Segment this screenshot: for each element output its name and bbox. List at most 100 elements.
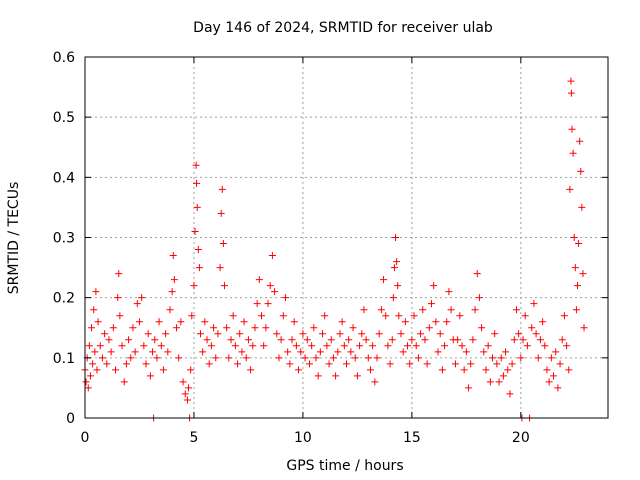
data-point [552,348,560,356]
data-point [120,378,128,386]
data-point [539,318,547,326]
data-point [297,348,305,356]
data-point [558,336,566,344]
data-point [125,336,133,344]
data-point [579,270,587,278]
x-axis: 0 5 10 15 20 [81,57,530,446]
data-point [369,342,377,350]
data-point [484,342,492,350]
data-point [568,125,576,133]
data-point [96,342,104,350]
data-point [480,348,488,356]
data-point [425,324,433,332]
data-point [238,348,246,356]
data-point [563,342,571,350]
data-point [536,336,544,344]
data-point [194,246,202,254]
data-point [412,342,420,350]
data-point [142,360,150,368]
data-point [373,354,381,362]
y-tick-label: 0.4 [53,170,75,186]
data-point [107,348,115,356]
data-point [541,342,549,350]
data-point [404,342,412,350]
data-point [242,354,250,362]
data-point [560,312,568,320]
data-point [157,342,165,350]
data-point [286,360,294,368]
data-point [534,354,542,362]
data-point [375,330,383,338]
data-point [395,312,403,320]
data-point [88,324,96,332]
data-point [417,330,425,338]
data-point [345,336,353,344]
data-point [386,360,394,368]
data-point [168,288,176,296]
data-point [510,336,518,344]
data-point [473,270,481,278]
data-point [247,366,255,374]
data-point [570,234,578,241]
data-point [347,348,355,356]
data-point [86,372,94,380]
data-point [93,366,101,374]
data-point [188,312,196,320]
data-point [447,306,455,314]
data-point [454,336,462,344]
data-point [196,330,204,338]
data-point [305,360,313,368]
data-point [456,312,464,320]
data-point [312,354,320,362]
data-point [532,330,540,338]
data-point [390,264,398,272]
data-point [462,348,470,356]
data-point [127,354,135,362]
data-point [214,330,222,338]
data-point [288,336,296,344]
data-point [299,330,307,338]
data-point [135,318,143,326]
data-point [169,252,177,260]
data-point [225,354,233,362]
data-point [512,306,520,314]
y-tick-label: 0.1 [53,351,75,367]
data-point [229,312,237,320]
data-point [234,360,242,368]
data-point [364,354,372,362]
data-point [153,354,161,362]
data-point [443,318,451,326]
data-point [515,330,523,338]
data-point [486,378,494,386]
data-point [187,366,195,374]
chart-title: Day 146 of 2024, SRMTID for receiver ula… [193,20,493,36]
data-point [408,336,416,344]
data-point [183,396,191,404]
data-point [478,324,486,332]
data-point [406,360,414,368]
data-point [205,360,213,368]
y-tick-label: 0.5 [53,110,75,126]
data-point [216,264,224,272]
data-point [356,342,364,350]
x-tick-label: 5 [189,430,198,446]
data-point [323,342,331,350]
data-point [155,318,163,326]
data-point [389,294,397,302]
data-point [467,360,475,368]
data-point [195,264,203,272]
data-point [577,167,585,175]
data-point [567,89,575,97]
data-point [573,282,581,290]
data-point [508,360,516,368]
data-point [493,360,501,368]
data-point [567,77,575,85]
data-point [260,342,268,350]
y-tick-label: 0.2 [53,291,75,307]
y-tick-label: 0 [66,411,75,427]
data-point [301,354,309,362]
data-point [338,318,346,326]
data-point [218,185,226,193]
data-point [118,342,126,350]
data-point [482,366,490,374]
